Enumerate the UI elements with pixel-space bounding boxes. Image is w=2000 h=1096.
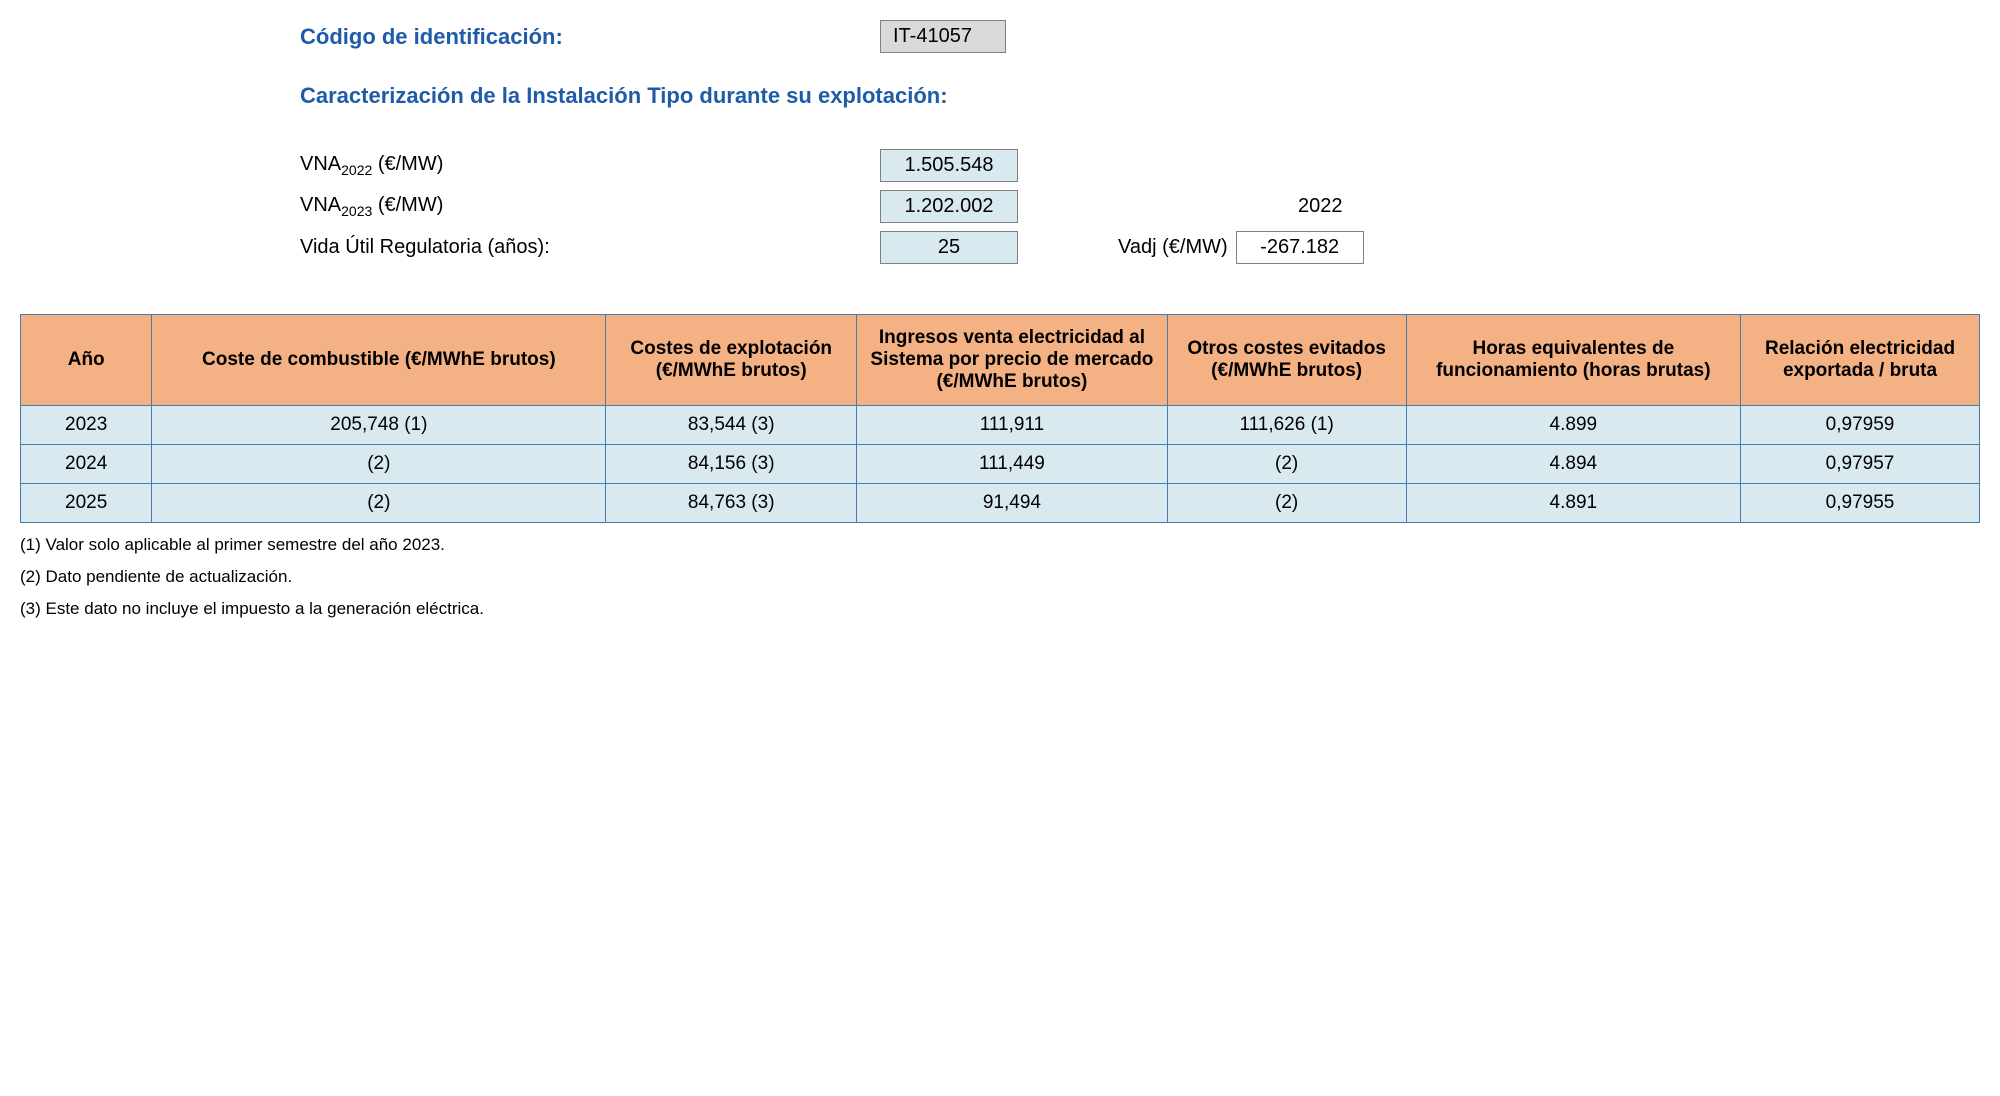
table-cell: 91,494 <box>857 484 1168 523</box>
table-row: 2025(2)84,763 (3)91,494(2)4.8910,97955 <box>21 484 1980 523</box>
table-row: 2023205,748 (1)83,544 (3)111,911111,626 … <box>21 406 1980 445</box>
table-cell: 0,97957 <box>1741 445 1980 484</box>
code-value-box: IT-41057 <box>880 20 1006 53</box>
vna2023-label: VNA2023 (€/MW) <box>300 194 880 219</box>
col-header-ratio: Relación electricidad exportada / bruta <box>1741 315 1980 406</box>
footnotes: (1) Valor solo aplicable al primer semes… <box>20 535 1980 619</box>
table-cell: (2) <box>1167 484 1406 523</box>
col-header-income: Ingresos venta electricidad al Sistema p… <box>857 315 1168 406</box>
footnote-1: (1) Valor solo aplicable al primer semes… <box>20 535 1980 555</box>
table-header-row: Año Coste de combustible (€/MWhE brutos)… <box>21 315 1980 406</box>
table-row: 2024(2)84,156 (3)111,449(2)4.8940,97957 <box>21 445 1980 484</box>
table-cell: 0,97959 <box>1741 406 1980 445</box>
table-cell: 205,748 (1) <box>152 406 606 445</box>
table-cell: 2024 <box>21 445 152 484</box>
table-cell: 83,544 (3) <box>606 406 857 445</box>
col-header-year: Año <box>21 315 152 406</box>
table-cell: 2025 <box>21 484 152 523</box>
table-cell: 111,626 (1) <box>1167 406 1406 445</box>
table-cell: 84,763 (3) <box>606 484 857 523</box>
table-cell: 0,97955 <box>1741 484 1980 523</box>
vida-value: 25 <box>880 231 1018 264</box>
table-cell: 84,156 (3) <box>606 445 857 484</box>
vadj-label: Vadj (€/MW) <box>1118 236 1228 259</box>
table-cell: 4.894 <box>1406 445 1740 484</box>
footnote-2: (2) Dato pendiente de actualización. <box>20 567 1980 587</box>
vadj-value: -267.182 <box>1236 231 1364 264</box>
table-cell: (2) <box>152 445 606 484</box>
table-cell: (2) <box>152 484 606 523</box>
year-right-label: 2022 <box>1298 195 1343 218</box>
subtitle: Caracterización de la Instalación Tipo d… <box>300 83 1980 109</box>
table-cell: 4.899 <box>1406 406 1740 445</box>
col-header-hours: Horas equivalentes de funcionamiento (ho… <box>1406 315 1740 406</box>
table-cell: 4.891 <box>1406 484 1740 523</box>
code-label: Código de identificación: <box>300 24 880 50</box>
vna2022-value: 1.505.548 <box>880 149 1018 182</box>
table-cell: (2) <box>1167 445 1406 484</box>
footnote-3: (3) Este dato no incluye el impuesto a l… <box>20 599 1980 619</box>
table-cell: 111,911 <box>857 406 1168 445</box>
col-header-fuel-cost: Coste de combustible (€/MWhE brutos) <box>152 315 606 406</box>
table-cell: 111,449 <box>857 445 1168 484</box>
col-header-avoided: Otros costes evitados (€/MWhE brutos) <box>1167 315 1406 406</box>
vna2022-label: VNA2022 (€/MW) <box>300 153 880 178</box>
vida-label: Vida Útil Regulatoria (años): <box>300 236 880 259</box>
vna2023-value: 1.202.002 <box>880 190 1018 223</box>
col-header-op-cost: Costes de explotación (€/MWhE brutos) <box>606 315 857 406</box>
table-cell: 2023 <box>21 406 152 445</box>
main-data-table: Año Coste de combustible (€/MWhE brutos)… <box>20 314 1980 523</box>
